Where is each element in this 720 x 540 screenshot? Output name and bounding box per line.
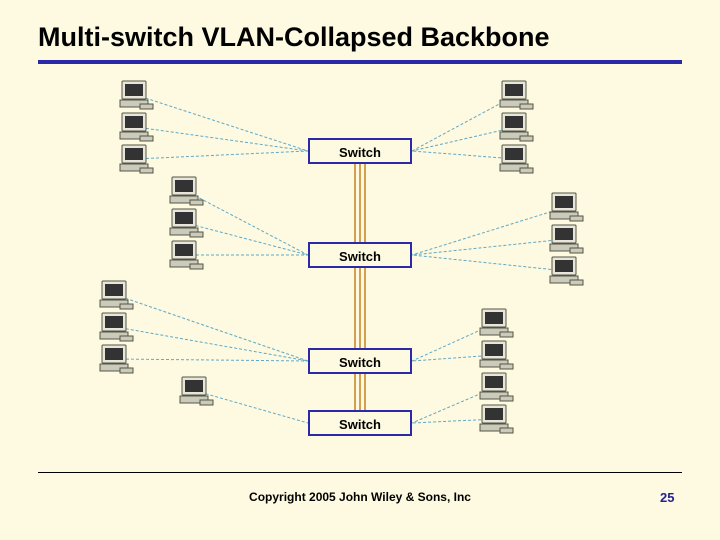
footer-divider: [38, 472, 682, 473]
computer-icon: [498, 80, 534, 110]
computer-icon: [98, 312, 134, 342]
page-title: Multi-switch VLAN-Collapsed Backbone: [38, 22, 550, 53]
computer-icon: [548, 256, 584, 286]
computer-icon: [118, 112, 154, 142]
computer-icon: [168, 208, 204, 238]
computer-icon: [478, 340, 514, 370]
slide: Multi-switch VLAN-Collapsed Backbone Swi…: [0, 0, 720, 540]
computer-icon: [98, 344, 134, 374]
switch-node: Switch: [308, 138, 412, 164]
computer-icon: [478, 372, 514, 402]
switch-node: Switch: [308, 348, 412, 374]
computer-icon: [548, 224, 584, 254]
switch-node: Switch: [308, 242, 412, 268]
computer-icon: [498, 112, 534, 142]
computer-icon: [478, 404, 514, 434]
diagram-wires: [0, 0, 720, 540]
computer-icon: [478, 308, 514, 338]
computer-icon: [548, 192, 584, 222]
computer-icon: [178, 376, 214, 406]
computer-icon: [98, 280, 134, 310]
computer-icon: [118, 144, 154, 174]
copyright-text: Copyright 2005 John Wiley & Sons, Inc: [0, 490, 720, 504]
switch-node: Switch: [308, 410, 412, 436]
computer-icon: [118, 80, 154, 110]
title-divider: [38, 60, 682, 64]
computer-icon: [498, 144, 534, 174]
computer-icon: [168, 176, 204, 206]
computer-icon: [168, 240, 204, 270]
page-number: 25: [660, 490, 674, 505]
